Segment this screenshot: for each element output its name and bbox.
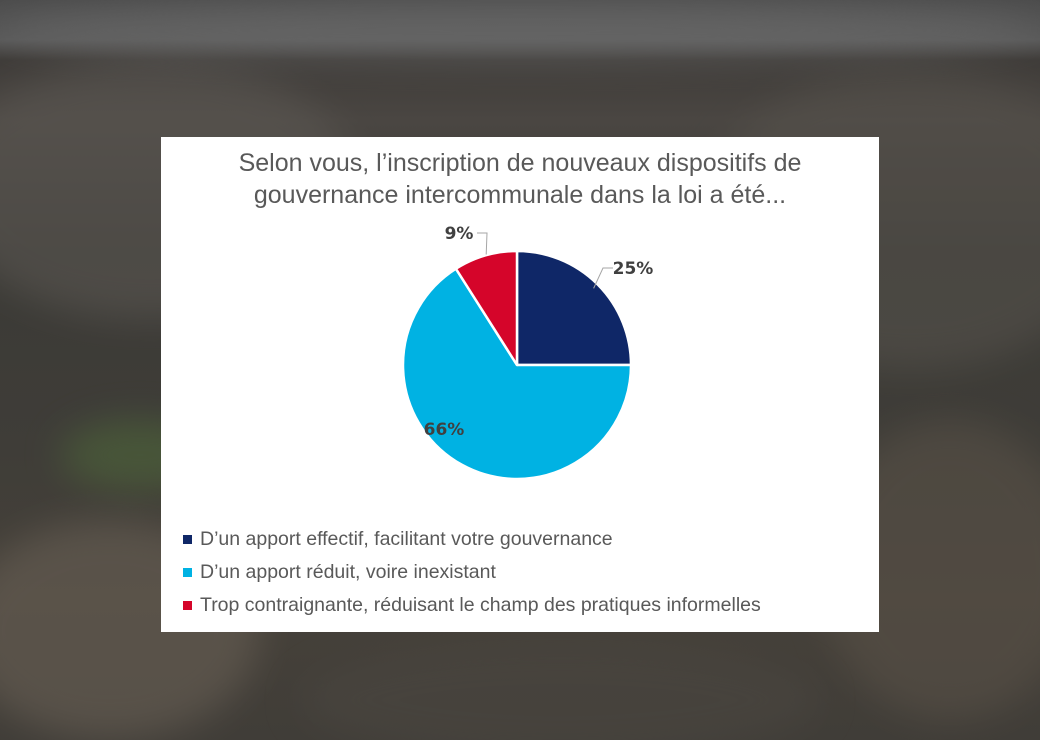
- legend-label: Trop contraignante, réduisant le champ d…: [200, 594, 761, 616]
- legend-swatch: [183, 535, 192, 544]
- pie-slice: [401, 267, 633, 481]
- chart-card: Selon vous, l’inscription de nouveaux di…: [161, 137, 879, 632]
- chart-title: Selon vous, l’inscription de nouveaux di…: [238, 149, 802, 209]
- legend-label: D’un apport effectif, facilitant votre g…: [200, 528, 613, 550]
- legend-item: D’un apport effectif, facilitant votre g…: [183, 523, 761, 556]
- slice-data-label: 9%: [445, 224, 474, 244]
- legend-swatch: [183, 568, 192, 577]
- legend-label: D’un apport réduit, voire inexistant: [200, 561, 496, 583]
- chart-legend: D’un apport effectif, facilitant votre g…: [183, 523, 761, 622]
- slice-data-label: 25%: [613, 259, 654, 279]
- legend-swatch: [183, 601, 192, 610]
- label-leader-line: [477, 232, 488, 255]
- pie-chart: 25% 66% 9%: [401, 224, 654, 481]
- legend-item: D’un apport réduit, voire inexistant: [183, 556, 761, 589]
- pie-slice: [454, 249, 519, 367]
- slice-data-label: 66%: [424, 420, 465, 440]
- legend-item: Trop contraignante, réduisant le champ d…: [183, 589, 761, 622]
- label-leader-line: [593, 267, 613, 289]
- pie-slice: [515, 249, 633, 367]
